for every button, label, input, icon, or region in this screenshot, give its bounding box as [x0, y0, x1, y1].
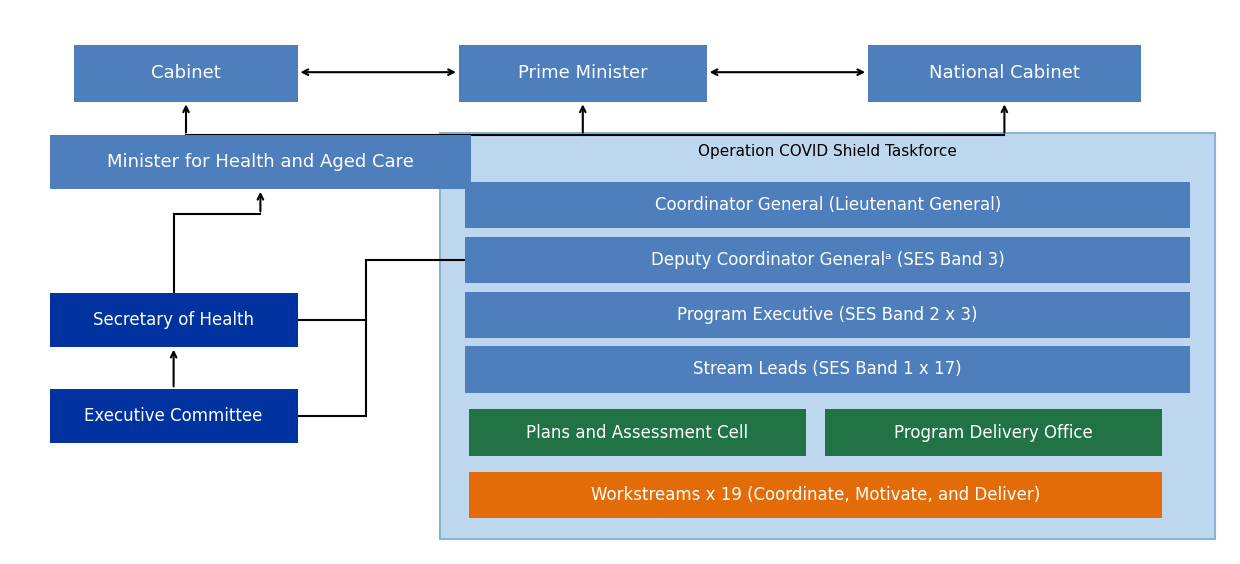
FancyBboxPatch shape	[465, 346, 1190, 393]
FancyBboxPatch shape	[50, 135, 471, 189]
Text: Operation COVID Shield Taskforce: Operation COVID Shield Taskforce	[698, 144, 957, 158]
Text: Secretary of Health: Secretary of Health	[93, 311, 254, 329]
FancyBboxPatch shape	[440, 133, 1215, 539]
FancyBboxPatch shape	[868, 45, 1141, 102]
Text: Deputy Coordinator Generalᵃ (SES Band 3): Deputy Coordinator Generalᵃ (SES Band 3)	[651, 251, 1004, 269]
Text: Workstreams x 19 (Coordinate, Motivate, and Deliver): Workstreams x 19 (Coordinate, Motivate, …	[590, 486, 1040, 504]
FancyBboxPatch shape	[465, 237, 1190, 283]
Text: Plans and Assessment Cell: Plans and Assessment Cell	[526, 424, 749, 442]
FancyBboxPatch shape	[825, 409, 1162, 456]
FancyBboxPatch shape	[50, 389, 298, 443]
FancyBboxPatch shape	[469, 472, 1162, 518]
FancyBboxPatch shape	[50, 293, 298, 347]
Text: National Cabinet: National Cabinet	[929, 64, 1080, 82]
FancyBboxPatch shape	[465, 292, 1190, 338]
FancyBboxPatch shape	[465, 182, 1190, 228]
Text: Executive Committee: Executive Committee	[84, 407, 263, 425]
Text: Coordinator General (Lieutenant General): Coordinator General (Lieutenant General)	[655, 196, 1001, 214]
Text: Prime Minister: Prime Minister	[518, 64, 647, 82]
Text: Cabinet: Cabinet	[151, 64, 221, 82]
FancyBboxPatch shape	[459, 45, 707, 102]
Text: Program Delivery Office: Program Delivery Office	[894, 424, 1092, 442]
FancyBboxPatch shape	[74, 45, 298, 102]
Text: Program Executive (SES Band 2 x 3): Program Executive (SES Band 2 x 3)	[677, 306, 978, 324]
FancyBboxPatch shape	[469, 409, 806, 456]
Text: Minister for Health and Aged Care: Minister for Health and Aged Care	[107, 153, 414, 171]
Text: Stream Leads (SES Band 1 x 17): Stream Leads (SES Band 1 x 17)	[693, 360, 962, 378]
